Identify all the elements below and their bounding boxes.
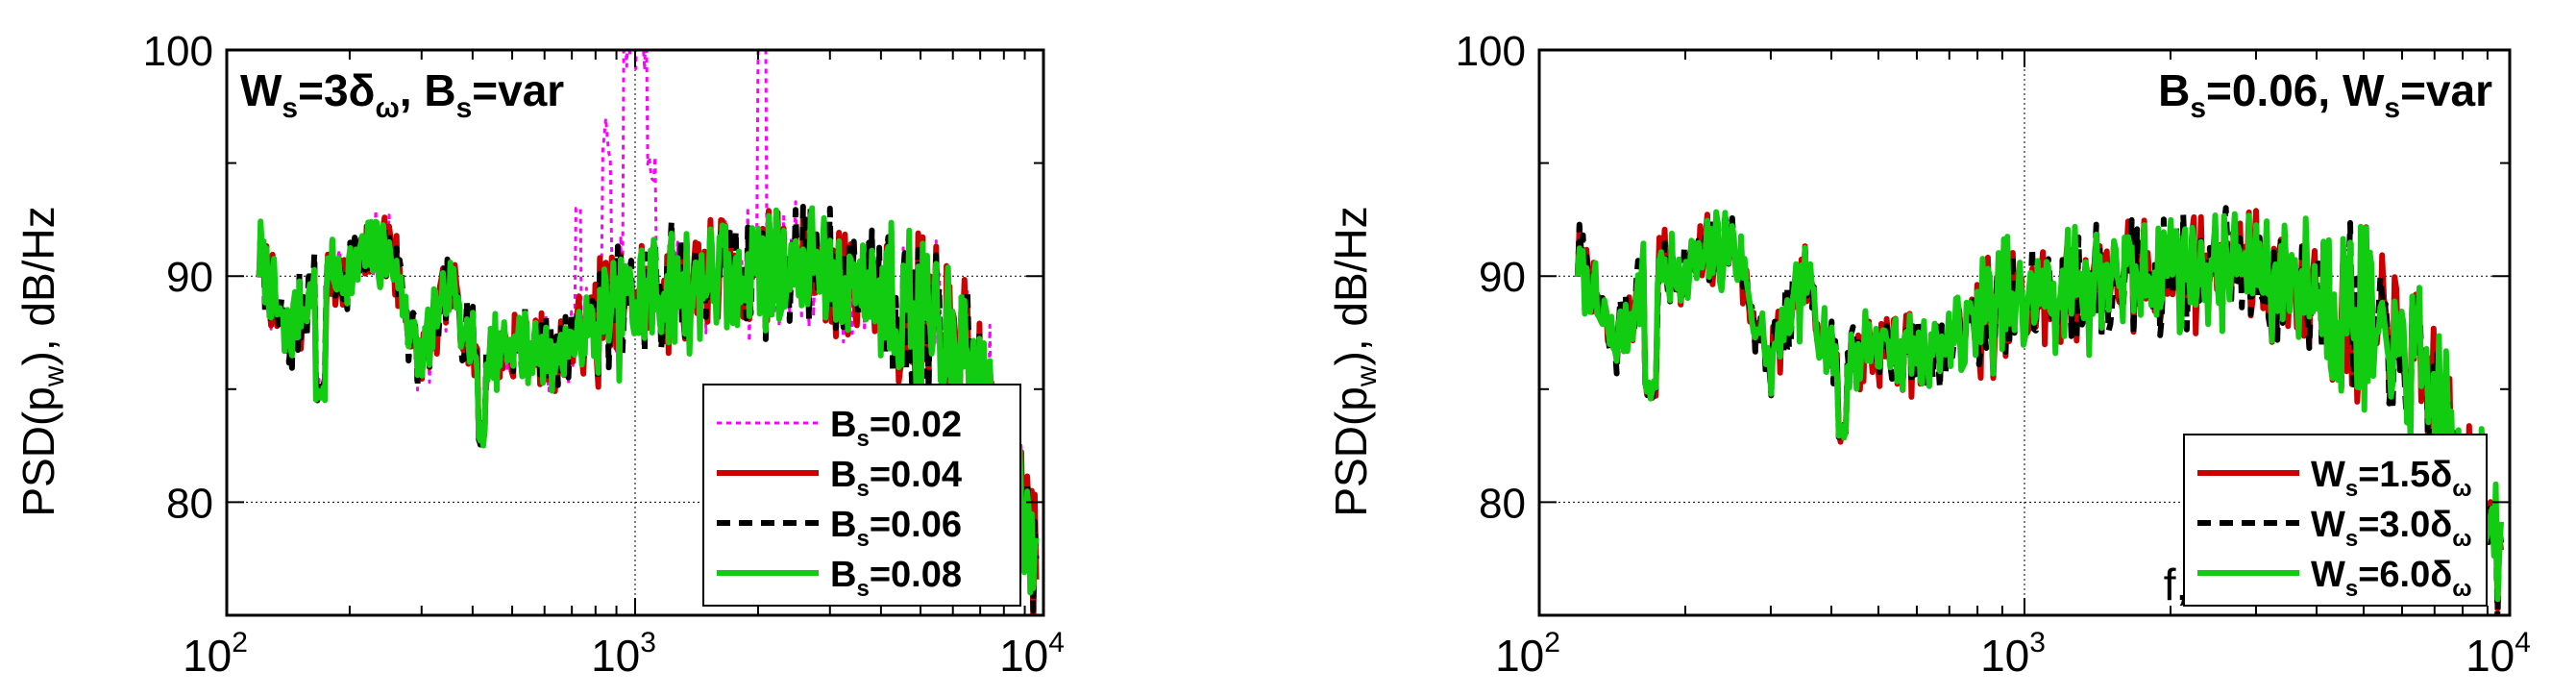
x-tick-label: 102 <box>1495 627 1560 681</box>
legend-box <box>702 384 1021 607</box>
legend-label: Bs=0.02 <box>830 405 962 452</box>
legend-label: Ws=6.0δω <box>2311 555 2472 602</box>
series-line-3 <box>1575 209 2504 603</box>
y-axis-label: PSD(pw), dB/Hz <box>1326 206 1383 516</box>
x-tick-label: 104 <box>999 627 1065 681</box>
legend-label: Bs=0.06 <box>830 505 962 552</box>
series-group <box>1575 205 2504 615</box>
x-tick-label: 103 <box>591 627 656 681</box>
series-line-4 <box>256 205 1040 596</box>
y-tick-label: 90 <box>166 254 213 301</box>
y-axis-label: PSD(pw), dB/Hz <box>13 206 70 516</box>
y-tick-label: 80 <box>1479 480 1526 527</box>
series-group <box>256 50 1040 615</box>
y-tick-label: 100 <box>1456 28 1526 75</box>
y-tick-label: 90 <box>1479 254 1526 301</box>
legend-box <box>2183 434 2488 607</box>
legend-label: Bs=0.08 <box>830 555 962 602</box>
x-tick-label: 103 <box>1980 627 2046 681</box>
y-tick-label: 100 <box>143 28 213 75</box>
chart-title: Ws=3δω, Bs=var <box>240 65 564 124</box>
x-tick-label: 102 <box>183 627 248 681</box>
x-tick-label: 104 <box>2466 627 2531 681</box>
legend-label: Ws=1.5δω <box>2311 455 2472 502</box>
legend-label: Ws=3.0δω <box>2311 505 2472 552</box>
legend-label: Bs=0.04 <box>830 455 962 502</box>
y-tick-label: 80 <box>166 480 213 527</box>
chart-title: Bs=0.06, Ws=var <box>2158 65 2492 124</box>
